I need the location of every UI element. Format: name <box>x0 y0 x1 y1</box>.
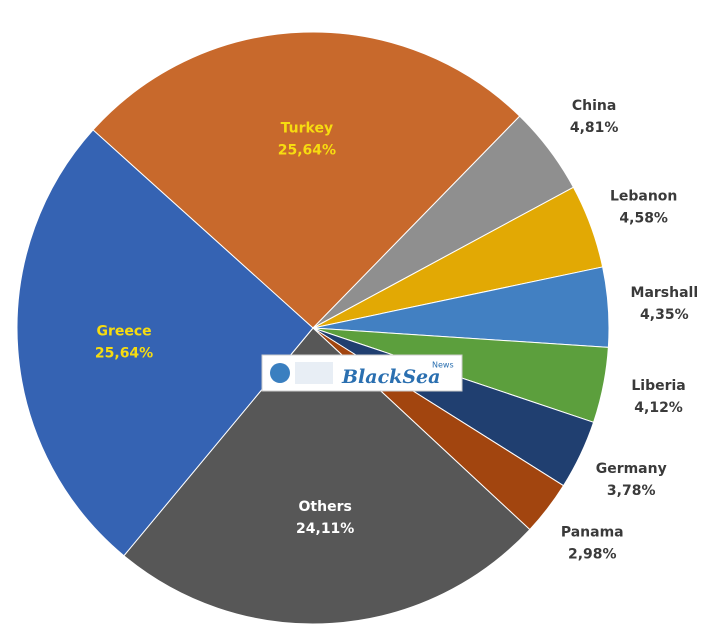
labels: Turkey 25,64% China 4,81% Lebanon 4,58% Marsha… <box>95 98 698 563</box>
slice-label: China <box>572 98 616 114</box>
logo-small-text <box>295 362 333 384</box>
slice-label: Lebanon <box>610 189 677 205</box>
value-label: 4,12% <box>634 400 683 416</box>
slice <box>123 327 531 625</box>
slice <box>92 31 521 329</box>
logo-sup: News <box>432 361 454 370</box>
value-label: 24,11% <box>296 521 354 537</box>
slice-label: Marshall <box>631 285 699 301</box>
value-label: 2,98% <box>568 547 617 563</box>
value-label: 25,64% <box>278 143 336 159</box>
slice-label: Others <box>299 499 352 515</box>
slice-label: Liberia <box>631 378 685 394</box>
slice-label: Greece <box>96 324 151 340</box>
logo-text: BlackSea <box>341 366 440 388</box>
logo: BlackSea News <box>261 354 463 392</box>
slice-label: Panama <box>561 525 624 541</box>
value-label: 4,58% <box>619 211 668 227</box>
value-label: 4,81% <box>570 120 619 136</box>
slice-label: Turkey <box>281 121 333 137</box>
value-label: 25,64% <box>95 346 153 362</box>
logo-icon <box>270 363 290 383</box>
slice-label: Germany <box>596 461 667 477</box>
value-label: 3,78% <box>607 483 656 499</box>
slice <box>16 129 314 557</box>
value-label: 4,35% <box>640 307 689 323</box>
